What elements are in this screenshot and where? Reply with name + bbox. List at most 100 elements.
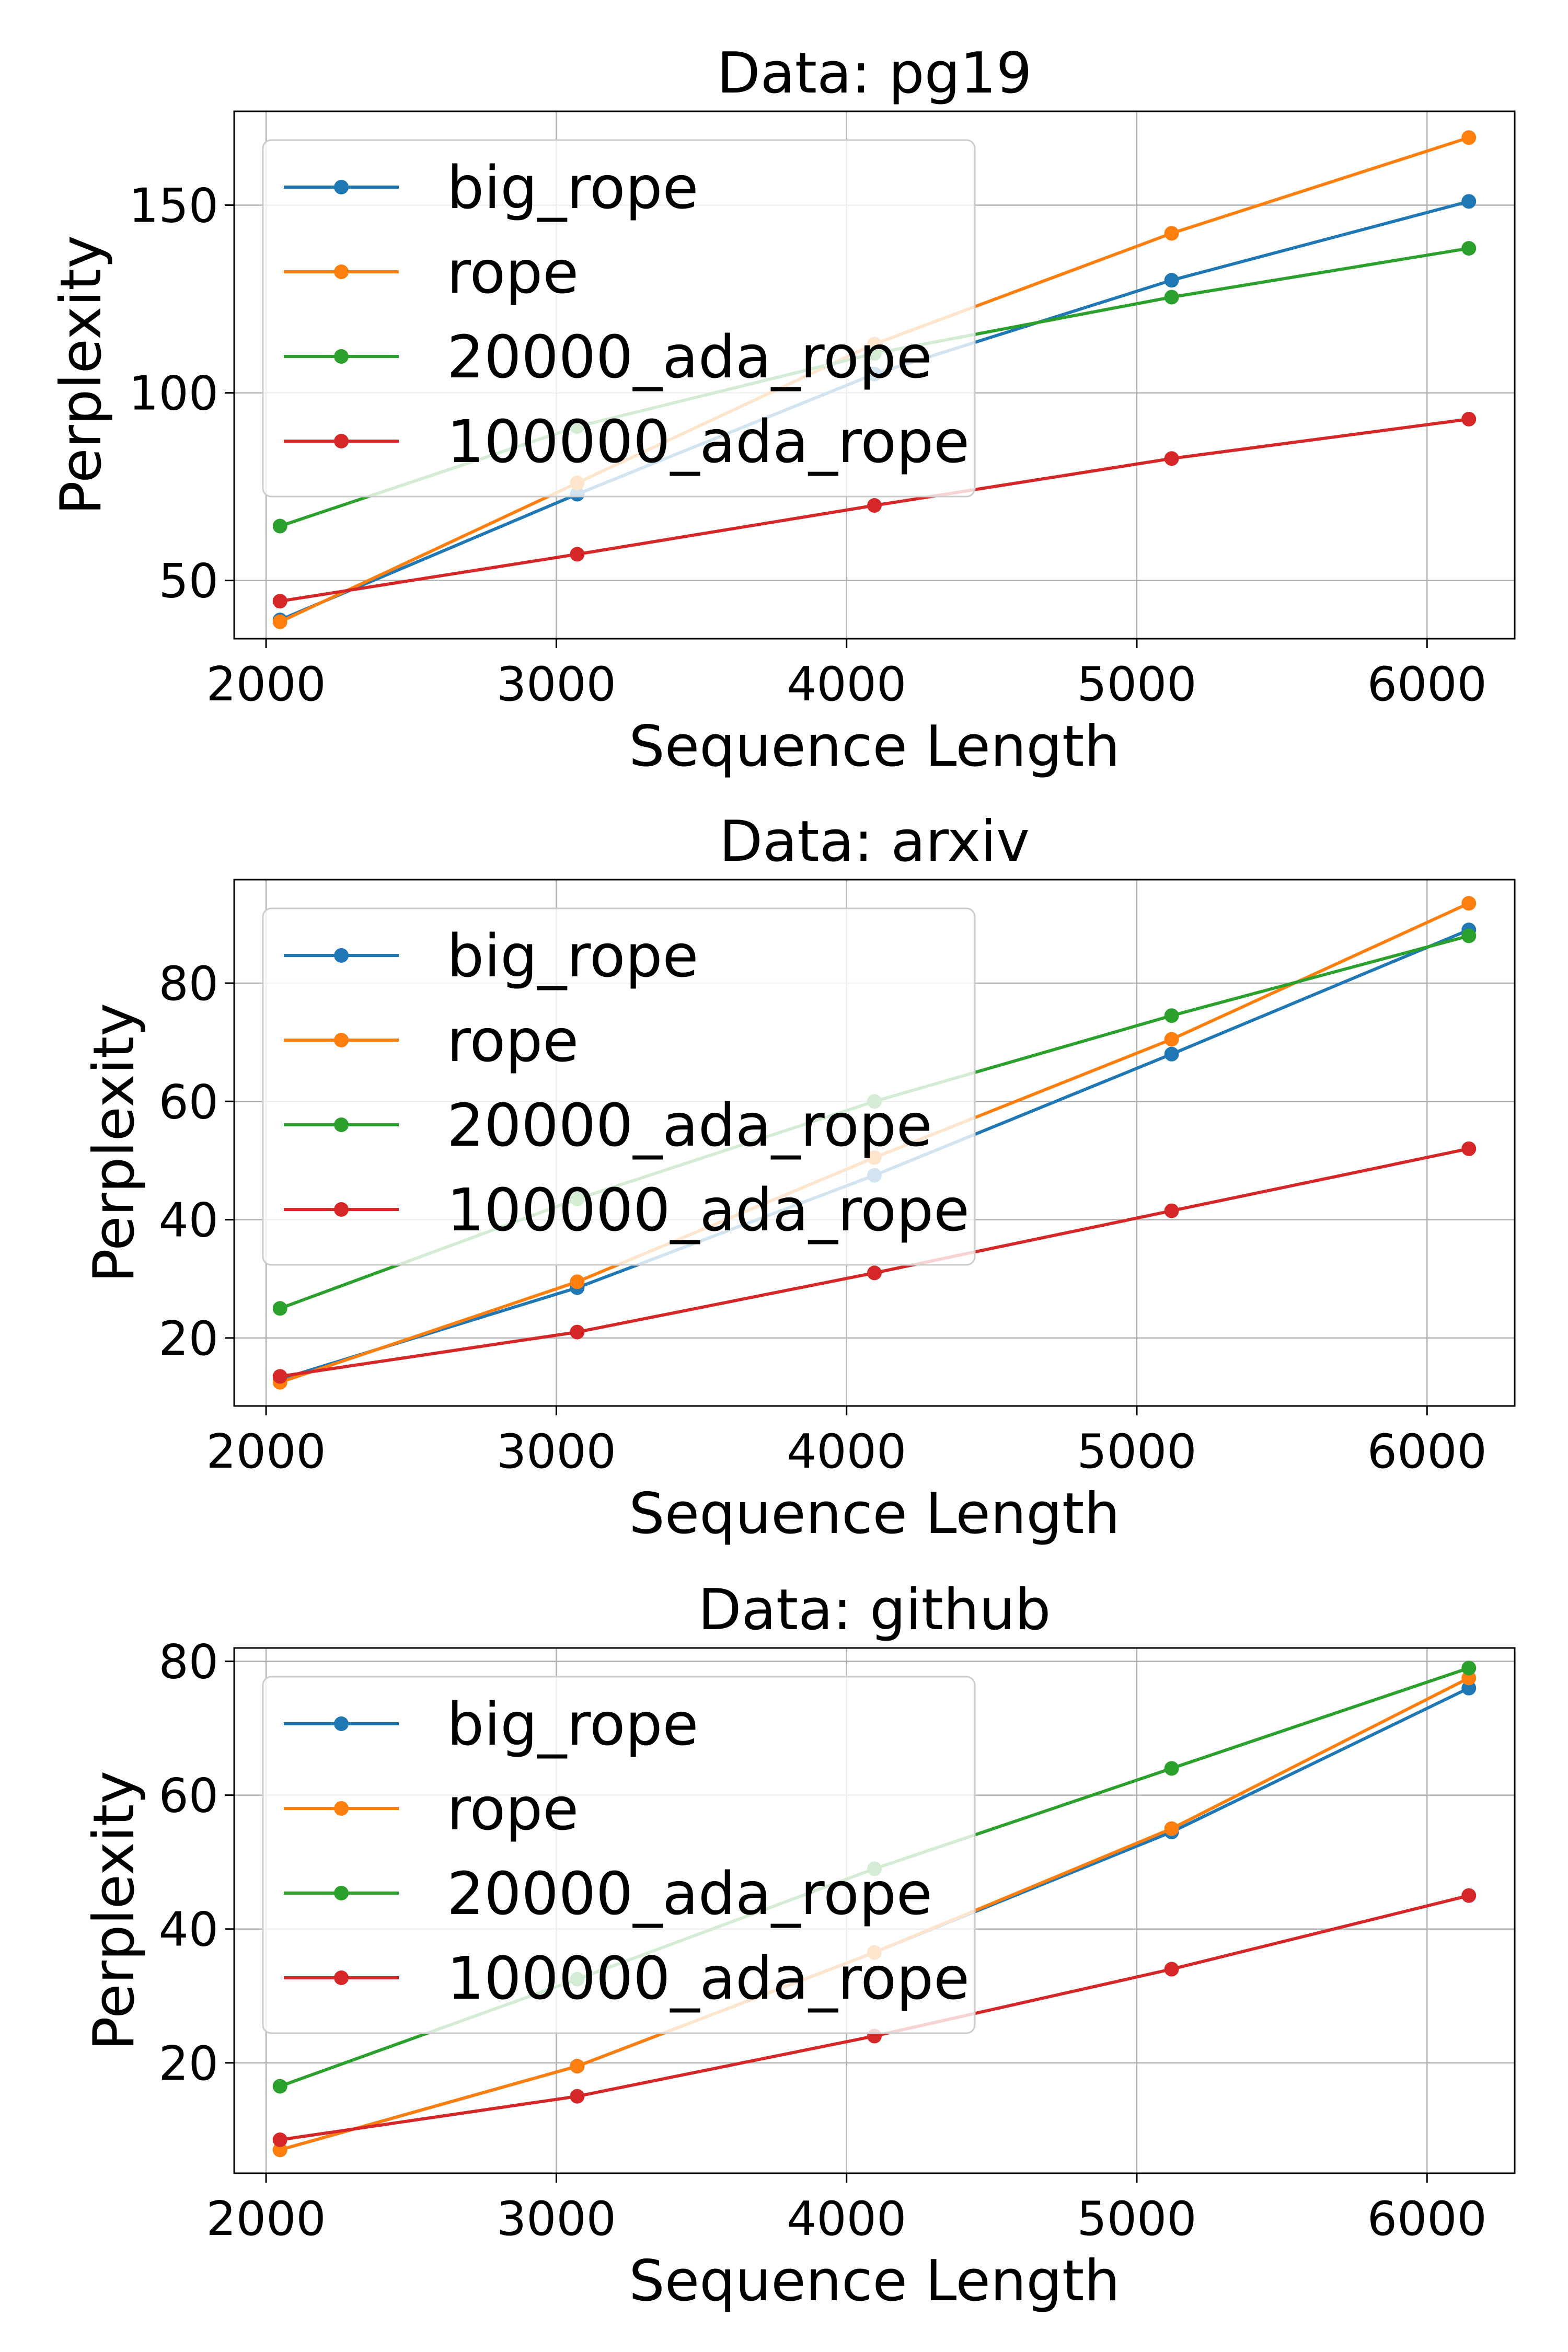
data-point-100000_ada_rope (570, 547, 585, 562)
data-point-rope (1461, 1670, 1477, 1686)
legend-marker-100000_ada_rope (334, 1202, 349, 1217)
chart-title: Data: arxiv (719, 809, 1030, 874)
data-point-rope (570, 2059, 585, 2074)
legend-box (262, 1676, 976, 2034)
y-tick-label: 40 (158, 1193, 218, 1248)
x-axis-label: Sequence Length (629, 2249, 1120, 2314)
chart-panel-1: Data: pg19 2000 3000 4000 5000 6000 50 100 150 Se… (49, 41, 1516, 779)
data-point-20000_ada_rope (1164, 290, 1179, 305)
data-point-100000_ada_rope (1461, 411, 1477, 426)
legend-marker-20000_ada_rope (334, 1117, 349, 1132)
chart-title: Data: github (698, 1577, 1051, 1643)
chart-panel-2: Data: arxiv 2000 3000 4000 5000 6000 20 40 60 80 S… (82, 809, 1516, 1547)
y-tick-label: 60 (158, 1075, 218, 1129)
x-tick-label: 3000 (497, 1424, 616, 1479)
y-axis-label: Perplexity (49, 235, 114, 515)
data-point-rope (1164, 1821, 1179, 1836)
legend-label-big_rope: big_rope (447, 923, 698, 990)
x-tick-label: 2000 (206, 657, 326, 712)
data-point-big_rope (1164, 1046, 1179, 1062)
legend-box (262, 139, 976, 498)
x-tick-label: 3000 (497, 657, 616, 712)
data-point-100000_ada_rope (867, 1265, 882, 1281)
data-point-big_rope (1461, 1680, 1477, 1696)
x-tick-label: 6000 (1367, 1424, 1487, 1479)
legend-label-rope: rope (447, 239, 579, 307)
x-axis-label: Sequence Length (629, 1481, 1120, 1547)
plot-frame (233, 879, 1516, 1407)
data-point-20000_ada_rope (272, 518, 287, 534)
legend-marker-rope (334, 264, 349, 279)
data-point-20000_ada_rope (1461, 241, 1477, 256)
data-point-20000_ada_rope (1461, 1661, 1477, 1676)
chart-panel-3: Data: github 2000 3000 4000 5000 6000 20 40 60 80… (82, 1577, 1516, 2314)
data-point-100000_ada_rope (1164, 1962, 1179, 1977)
data-point-rope (1461, 130, 1477, 145)
legend-marker-big_rope (334, 180, 349, 194)
legend-label-big_rope: big_rope (447, 154, 698, 222)
data-point-100000_ada_rope (1461, 1141, 1477, 1156)
legend-label-rope: rope (447, 1007, 579, 1075)
legend-marker-100000_ada_rope (334, 1970, 349, 1985)
legend-box (262, 907, 976, 1266)
x-tick-label: 2000 (206, 2192, 326, 2246)
data-point-rope (272, 2142, 287, 2158)
y-axis-label: Perplexity (82, 1003, 147, 1283)
legend-marker-rope (334, 1033, 349, 1047)
x-tick-label: 2000 (206, 1424, 326, 1479)
y-tick-label: 80 (158, 956, 218, 1011)
plot-frame (233, 1647, 1516, 2174)
x-axis-label: Sequence Length (629, 714, 1120, 779)
y-tick-label: 40 (158, 1903, 218, 1957)
legend-label-20000_ada_rope: 20000_ada_rope (447, 1860, 932, 1928)
x-tick-label: 6000 (1367, 657, 1487, 712)
x-tick-label: 5000 (1077, 657, 1196, 712)
legend-label-20000_ada_rope: 20000_ada_rope (447, 324, 932, 391)
chart-title: Data: pg19 (717, 41, 1032, 106)
legend-label-big_rope: big_rope (447, 1691, 698, 1759)
y-tick-label: 80 (158, 1635, 218, 1690)
x-tick-label: 4000 (787, 1424, 906, 1479)
data-point-100000_ada_rope (570, 1324, 585, 1340)
legend-label-100000_ada_rope: 100000_ada_rope (447, 1177, 970, 1244)
y-axis-label: Perplexity (82, 1771, 147, 2050)
legend-marker-20000_ada_rope (334, 349, 349, 364)
data-point-rope (570, 1274, 585, 1289)
plot-frame (233, 110, 1516, 640)
data-point-100000_ada_rope (867, 498, 882, 513)
data-point-rope (272, 614, 287, 629)
data-point-20000_ada_rope (1461, 928, 1477, 943)
legend-label-20000_ada_rope: 20000_ada_rope (447, 1092, 932, 1160)
legend-marker-big_rope (334, 1716, 349, 1731)
x-tick-label: 3000 (497, 2192, 616, 2246)
data-point-20000_ada_rope (272, 1301, 287, 1316)
legend-marker-big_rope (334, 948, 349, 963)
data-point-20000_ada_rope (1164, 1008, 1179, 1023)
data-point-100000_ada_rope (1461, 1888, 1477, 1903)
data-point-rope (1461, 896, 1477, 911)
data-point-big_rope (1461, 194, 1477, 209)
y-tick-label: 20 (158, 1311, 218, 1366)
data-point-20000_ada_rope (1164, 1761, 1179, 1776)
x-tick-label: 5000 (1077, 2192, 1196, 2246)
x-tick-label: 4000 (787, 2192, 906, 2246)
legend-label-100000_ada_rope: 100000_ada_rope (447, 1945, 970, 2013)
x-tick-label: 4000 (787, 657, 906, 712)
legend-label-100000_ada_rope: 100000_ada_rope (447, 408, 970, 476)
data-point-rope (1164, 1032, 1179, 1047)
data-point-100000_ada_rope (570, 2089, 585, 2104)
y-tick-label: 100 (129, 366, 218, 421)
data-point-100000_ada_rope (272, 1369, 287, 1384)
legend-marker-100000_ada_rope (334, 434, 349, 448)
data-point-100000_ada_rope (272, 2132, 287, 2147)
data-point-20000_ada_rope (272, 2079, 287, 2094)
data-point-100000_ada_rope (272, 594, 287, 609)
legend-marker-20000_ada_rope (334, 1886, 349, 1900)
y-tick-label: 150 (129, 179, 218, 234)
data-point-100000_ada_rope (1164, 1203, 1179, 1218)
data-point-big_rope (1164, 273, 1179, 288)
y-tick-label: 20 (158, 2036, 218, 2091)
